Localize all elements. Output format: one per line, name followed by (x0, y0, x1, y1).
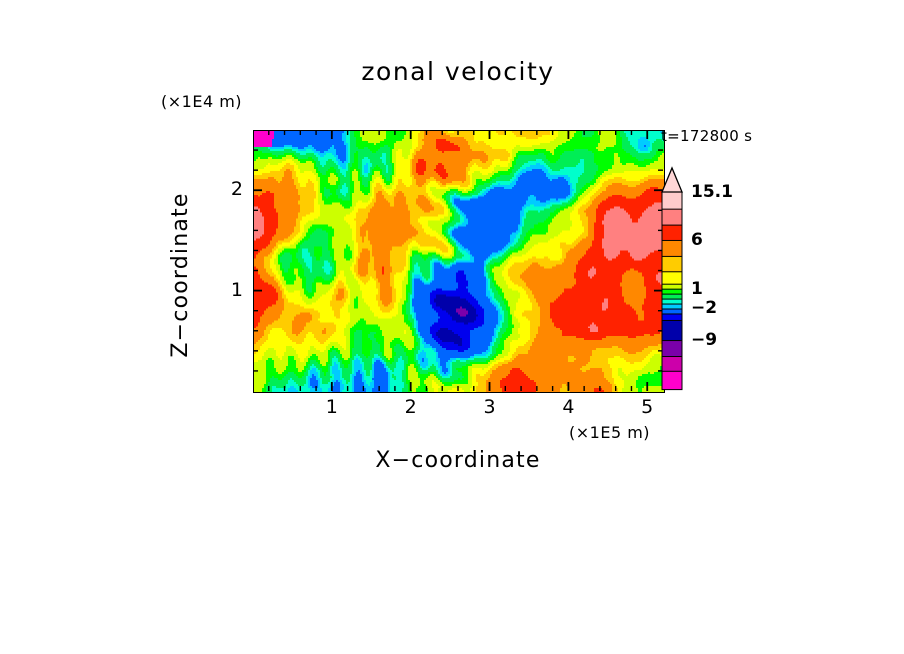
velocity-field-heatmap (254, 131, 664, 392)
colorbar-swatches (661, 166, 683, 391)
contour-plot-area (253, 130, 665, 393)
y-axis-title: Z−coordinate (168, 192, 193, 358)
page-title: zonal velocity (361, 57, 555, 86)
colorbar-tick-label: −9 (691, 329, 718, 350)
colorbar-tick-label: −2 (691, 298, 718, 319)
y-axis-unit-label: (×1E4 m) (161, 92, 243, 111)
colorbar-tick-label: 6 (691, 229, 703, 250)
x-tick-label: 5 (641, 396, 654, 418)
y-tick-label: 2 (230, 178, 243, 201)
x-tick-label: 2 (404, 396, 417, 418)
colorbar-tick-label: 15.1 (691, 182, 733, 202)
colorbar-tick-label: 1 (691, 278, 703, 299)
x-axis-title: X−coordinate (375, 448, 541, 473)
y-tick-label: 1 (230, 278, 243, 301)
x-tick-label: 1 (325, 396, 338, 418)
time-annotation: t=172800 s (661, 127, 753, 145)
x-tick-label: 3 (483, 396, 496, 418)
colorbar: 15.1 6 1 −2 −9 (657, 166, 787, 391)
x-axis-unit-label: (×1E5 m) (569, 423, 651, 442)
x-tick-label: 4 (562, 396, 575, 418)
